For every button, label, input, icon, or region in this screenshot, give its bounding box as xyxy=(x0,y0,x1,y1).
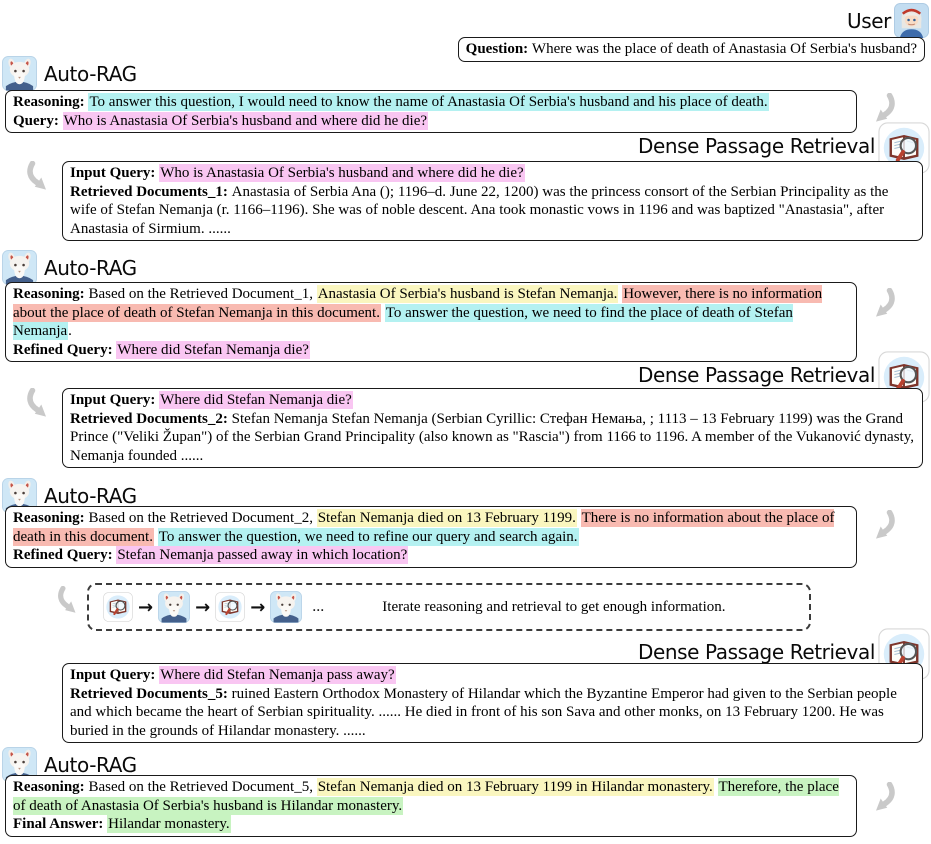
retrieved-docs-line: Retrieved Documents_1: Anastasia of Serb… xyxy=(70,183,915,239)
llama-icon xyxy=(270,591,302,623)
iterate-loop-box: → → → ... Iterate reasoning and retrieva… xyxy=(87,583,811,631)
autorag-label: Auto-RAG xyxy=(44,752,137,777)
field-label: Query: xyxy=(13,112,63,129)
dpr-box-3: Input Query: Where did Stefan Nemanja pa… xyxy=(62,663,923,744)
input-query-line: Input Query: Who is Anastasia Of Serbia'… xyxy=(70,164,915,183)
field-label: Reasoning: xyxy=(13,510,89,526)
dpr-header-2: Dense Passage Retrieval xyxy=(638,363,875,387)
highlighted-text: Where did Stefan Nemanja die? xyxy=(116,340,310,359)
field-label: Input Query: xyxy=(70,667,160,683)
arrow-right-icon: → xyxy=(250,596,266,618)
retrieved-docs-line: Retrieved Documents_5: ruined Eastern Or… xyxy=(70,685,915,741)
arrow-right-icon: → xyxy=(195,596,211,618)
highlighted-text: Stefan Nemanja died on 13 February 1199. xyxy=(316,509,577,527)
llama-icon xyxy=(2,56,37,91)
highlighted-text: Stefan Nemanja passed away in which loca… xyxy=(116,546,409,565)
question-box: Question: Where was the place of death o… xyxy=(457,37,925,62)
field-label: Input Query: xyxy=(70,392,160,408)
refined-query-line: Refined Query: Where did Stefan Nemanja … xyxy=(13,340,849,360)
highlighted-text: To answer the question, we need to refin… xyxy=(157,527,579,546)
iterate-caption: Iterate reasoning and retrieval to get e… xyxy=(382,598,726,615)
autorag-header-2: Auto-RAG xyxy=(2,250,137,285)
autorag-box-1: Reasoning: To answer this question, I wo… xyxy=(5,90,857,134)
dpr-book-magnifier-icon xyxy=(215,592,245,622)
plain-text: Based on the Retrieved Document_5, xyxy=(88,779,317,795)
final-answer-line: Final Answer: Hilandar monastery. xyxy=(13,815,849,834)
field-label: Retrieved Documents_1: xyxy=(70,183,232,200)
user-avatar-icon xyxy=(894,3,929,38)
highlighted-text: Who is Anastasia Of Serbia's husband and… xyxy=(62,111,429,130)
field-label: Question: xyxy=(465,41,532,57)
highlighted-text: Stefan Nemanja died on 13 February 1199 … xyxy=(316,778,714,796)
ellipsis-text: ... xyxy=(312,598,325,615)
reasoning-line: Reasoning: Based on the Retrieved Docume… xyxy=(13,778,849,815)
field-label: Retrieved Documents_2: xyxy=(70,410,232,427)
highlighted-text: Where did Stefan Nemanja die? xyxy=(159,391,353,409)
flow-arrow-left-icon xyxy=(56,586,82,616)
dpr-header-3: Dense Passage Retrieval xyxy=(638,640,875,664)
highlighted-text: Where did Stefan Nemanja pass away? xyxy=(159,666,396,684)
autorag-header-1: Auto-RAG xyxy=(2,56,137,91)
dpr-header-1: Dense Passage Retrieval xyxy=(638,134,875,158)
autorag-box-3: Reasoning: Based on the Retrieved Docume… xyxy=(5,506,857,568)
highlighted-text: Who is Anastasia Of Serbia's husband and… xyxy=(159,164,525,182)
dpr-book-magnifier-icon xyxy=(103,592,133,622)
query-line: Query: Who is Anastasia Of Serbia's husb… xyxy=(13,111,849,131)
reasoning-line: Reasoning: Based on the Retrieved Docume… xyxy=(13,509,849,546)
plain-text: ruined Eastern Orthodox Monastery of Hil… xyxy=(70,685,897,739)
field-label: Reasoning: xyxy=(13,779,89,795)
highlighted-text: Anastasia Of Serbia's husband is Stefan … xyxy=(316,285,619,303)
refined-query-line: Refined Query: Stefan Nemanja passed awa… xyxy=(13,546,849,565)
reasoning-line: Reasoning: Based on the Retrieved Docume… xyxy=(13,285,849,341)
plain-text xyxy=(714,779,718,795)
autorag-label: Auto-RAG xyxy=(44,255,137,280)
field-label: Final Answer: xyxy=(13,816,108,833)
plain-text: Based on the Retrieved Document_2, xyxy=(88,510,317,526)
dpr-label: Dense Passage Retrieval xyxy=(637,363,875,387)
reasoning-line: Reasoning: To answer this question, I wo… xyxy=(13,93,849,112)
autorag-header-3: Auto-RAG xyxy=(2,478,137,513)
flow-arrow-right-icon xyxy=(869,93,897,125)
plain-text: Anastasia of Serbia Ana (); 1196–d. June… xyxy=(70,183,889,237)
field-label: Retrieved Documents_5: xyxy=(70,685,232,702)
flow-arrow-left-icon xyxy=(25,161,53,193)
input-query-line: Input Query: Where did Stefan Nemanja pa… xyxy=(70,666,915,685)
flow-arrow-right-icon xyxy=(869,510,897,542)
flow-arrow-left-icon xyxy=(25,388,53,420)
highlighted-text: Hilandar monastery. xyxy=(107,815,231,834)
dpr-box-1: Input Query: Who is Anastasia Of Serbia'… xyxy=(62,161,923,242)
user-label: User xyxy=(847,8,891,33)
field-label: Input Query: xyxy=(70,165,160,181)
autorag-box-2: Reasoning: Based on the Retrieved Docume… xyxy=(5,282,857,363)
autorag-label: Auto-RAG xyxy=(44,483,137,508)
flow-arrow-right-icon xyxy=(869,782,897,814)
llama-icon xyxy=(2,250,37,285)
field-label: Reasoning: xyxy=(13,94,89,110)
field-label: Refined Query: xyxy=(13,547,117,564)
field-label: Reasoning: xyxy=(13,286,89,302)
plain-text: Where was the place of death of Anastasi… xyxy=(531,41,917,57)
flow-arrow-right-icon xyxy=(869,288,897,320)
field-label: Refined Query: xyxy=(13,341,117,358)
autorag-label: Auto-RAG xyxy=(44,61,137,86)
dpr-label: Dense Passage Retrieval xyxy=(637,640,875,664)
highlighted-text: To answer this question, I would need to… xyxy=(88,93,769,111)
dpr-box-2: Input Query: Where did Stefan Nemanja di… xyxy=(62,388,923,469)
retrieved-docs-line: Retrieved Documents_2: Stefan Nemanja St… xyxy=(70,410,915,466)
arrow-right-icon: → xyxy=(138,596,154,618)
autorag-box-4: Reasoning: Based on the Retrieved Docume… xyxy=(5,775,857,837)
plain-text: Based on the Retrieved Document_1, xyxy=(88,286,317,302)
plain-text: . xyxy=(68,323,72,340)
plain-text: Stefan Nemanja Stefan Nemanja (Serbian C… xyxy=(70,410,914,464)
input-query-line: Input Query: Where did Stefan Nemanja di… xyxy=(70,391,915,410)
dpr-label: Dense Passage Retrieval xyxy=(637,134,875,158)
user-header: User xyxy=(847,3,929,38)
autorag-header-4: Auto-RAG xyxy=(2,747,137,782)
llama-icon xyxy=(158,591,190,623)
